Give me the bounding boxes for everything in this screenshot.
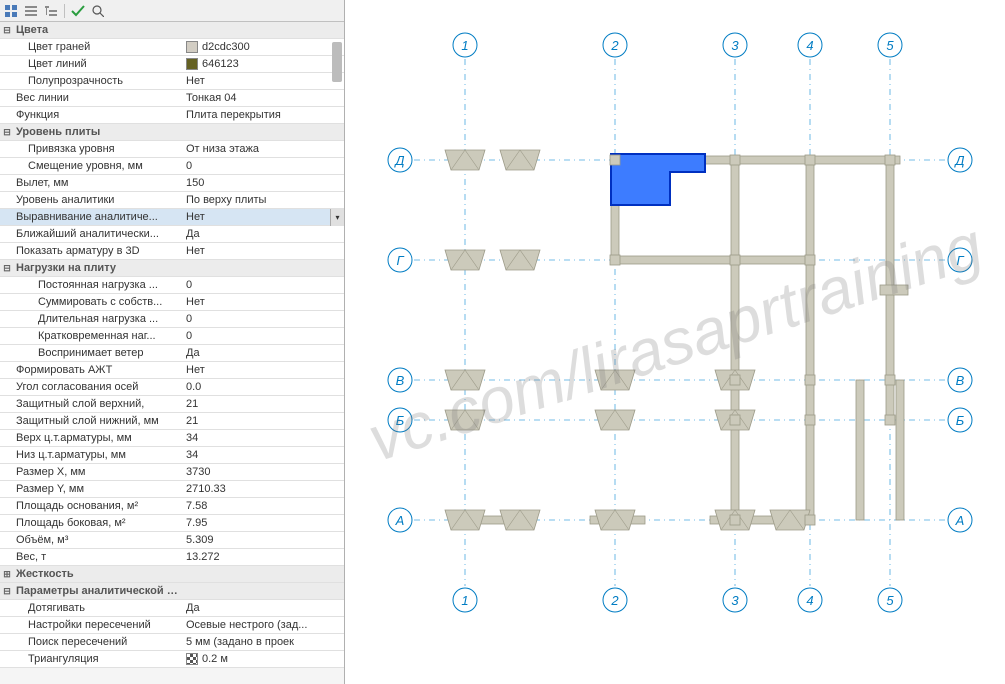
properties-panel: ⊟Цвета Цвет гранейd2cdc300 Цвет линий646…: [0, 0, 345, 684]
prop-size-x[interactable]: Размер X, мм3730: [0, 464, 344, 481]
view-list-icon[interactable]: [24, 4, 38, 18]
prop-analytic-level[interactable]: Уровень аналитикиПо верху плиты: [0, 192, 344, 209]
collapse-icon[interactable]: ⊟: [0, 261, 14, 275]
prop-line-weight[interactable]: Вес линииТонкая 04: [0, 90, 344, 107]
svg-text:1: 1: [461, 38, 468, 53]
prop-angle[interactable]: Угол согласования осей0.0: [0, 379, 344, 396]
dropdown-icon[interactable]: ▾: [330, 209, 344, 226]
prop-area-side[interactable]: Площадь боковая, м²7.95: [0, 515, 344, 532]
svg-text:Г: Г: [956, 253, 964, 268]
prop-intersect[interactable]: Настройки пересеченийОсевые нестрого (за…: [0, 617, 344, 634]
prop-overhang[interactable]: Вылет, мм150: [0, 175, 344, 192]
svg-text:5: 5: [886, 593, 894, 608]
scrollbar-thumb[interactable]: [332, 42, 342, 82]
svg-text:В: В: [956, 373, 965, 388]
prop-dead-load[interactable]: Постоянная нагрузка ...0: [0, 277, 344, 294]
prop-show3d[interactable]: Показать арматуру в 3DНет: [0, 243, 344, 260]
hatch-icon: [186, 653, 198, 665]
svg-text:Д: Д: [953, 153, 964, 168]
toolbar-separator: [64, 4, 65, 18]
prop-transparency[interactable]: ПолупрозрачностьНет: [0, 73, 344, 90]
prop-cover-bot[interactable]: Защитный слой нижний, мм21: [0, 413, 344, 430]
prop-azht[interactable]: Формировать АЖТНет: [0, 362, 344, 379]
svg-text:5: 5: [886, 38, 894, 53]
group-analytic[interactable]: ⊟Параметры аналитической модели: [0, 583, 344, 600]
prop-nearest[interactable]: Ближайший аналитически...Да: [0, 226, 344, 243]
svg-text:Б: Б: [956, 413, 965, 428]
properties-list[interactable]: ⊟Цвета Цвет гранейd2cdc300 Цвет линий646…: [0, 22, 344, 684]
prop-level-offset[interactable]: Смещение уровня, мм0: [0, 158, 344, 175]
svg-text:Г: Г: [396, 253, 404, 268]
svg-text:Б: Б: [396, 413, 405, 428]
face-color-swatch: [186, 41, 198, 53]
prop-sum[interactable]: Суммировать с собств...Нет: [0, 294, 344, 311]
expand-icon[interactable]: ⊞: [0, 567, 14, 581]
svg-text:В: В: [396, 373, 405, 388]
svg-text:4: 4: [806, 38, 813, 53]
prop-cover-top[interactable]: Защитный слой верхний,21: [0, 396, 344, 413]
prop-level-ref[interactable]: Привязка уровняОт низа этажа: [0, 141, 344, 158]
svg-text:4: 4: [806, 593, 813, 608]
prop-size-y[interactable]: Размер Y, мм2710.33: [0, 481, 344, 498]
prop-area-base[interactable]: Площадь основания, м²7.58: [0, 498, 344, 515]
prop-short-load[interactable]: Кратковременная наг...0: [0, 328, 344, 345]
search-icon[interactable]: [91, 4, 105, 18]
prop-rebar-bot[interactable]: Низ ц.т.арматуры, мм34: [0, 447, 344, 464]
svg-text:3: 3: [731, 38, 739, 53]
svg-text:2: 2: [610, 593, 619, 608]
prop-rebar-top[interactable]: Верх ц.т.арматуры, мм34: [0, 430, 344, 447]
group-loads[interactable]: ⊟Нагрузки на плиту: [0, 260, 344, 277]
svg-text:1: 1: [461, 593, 468, 608]
view-grid-icon[interactable]: [4, 4, 18, 18]
group-colors[interactable]: ⊟Цвета: [0, 22, 344, 39]
check-icon[interactable]: [71, 4, 85, 18]
collapse-icon[interactable]: ⊟: [0, 584, 14, 598]
properties-toolbar: [0, 0, 344, 22]
collapse-icon[interactable]: ⊟: [0, 125, 14, 139]
prop-function[interactable]: ФункцияПлита перекрытия: [0, 107, 344, 124]
group-stiffness[interactable]: ⊞Жесткость: [0, 566, 344, 583]
group-slab-level[interactable]: ⊟Уровень плиты: [0, 124, 344, 141]
svg-text:А: А: [955, 513, 965, 528]
svg-text:А: А: [395, 513, 405, 528]
group-label: Цвета: [14, 24, 182, 36]
prop-face-color[interactable]: Цвет гранейd2cdc300: [0, 39, 344, 56]
plan-svg: 1 1 2 2 3 3 4 4 5 5 Д Д Г Г В В Б Б А А: [345, 0, 1005, 684]
collapse-icon[interactable]: ⊟: [0, 23, 14, 37]
prop-line-color[interactable]: Цвет линий646123: [0, 56, 344, 73]
plan-canvas[interactable]: 1122334455ДДГГВВББАА vc.com/lirasaprtrai…: [345, 0, 1005, 684]
svg-text:Д: Д: [393, 153, 404, 168]
prop-volume[interactable]: Объём, м³5.309: [0, 532, 344, 549]
prop-stretch[interactable]: ДотягиватьДа: [0, 600, 344, 617]
prop-wind[interactable]: Воспринимает ветерДа: [0, 345, 344, 362]
prop-long-load[interactable]: Длительная нагрузка ...0: [0, 311, 344, 328]
view-tree-icon[interactable]: [44, 4, 58, 18]
prop-weight[interactable]: Вес, т13.272: [0, 549, 344, 566]
prop-triangulation[interactable]: Триангуляция0.2 м: [0, 651, 344, 668]
prop-search-intersect[interactable]: Поиск пересечений5 мм (задано в проек: [0, 634, 344, 651]
svg-text:2: 2: [610, 38, 619, 53]
svg-text:3: 3: [731, 593, 739, 608]
line-color-swatch: [186, 58, 198, 70]
prop-align[interactable]: Выравнивание аналитиче...Нет▾: [0, 209, 344, 226]
